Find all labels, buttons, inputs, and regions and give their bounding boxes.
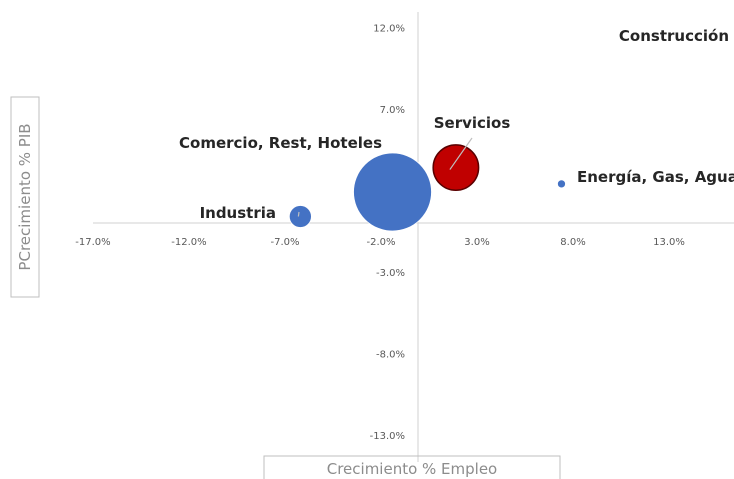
bubble-industria	[289, 205, 311, 227]
x-tick-labels: -17.0% -12.0% -7.0% -2.0% 3.0% 8.0% 13.0%	[75, 237, 685, 248]
point-label: Energía, Gas, Agua	[577, 168, 734, 186]
x-tick-label: 8.0%	[560, 237, 585, 248]
point-labels-group: Industria Comercio, Rest, Hoteles Servicio…	[179, 27, 734, 222]
x-tick-label: -12.0%	[171, 237, 206, 248]
x-tick-label: -17.0%	[75, 237, 110, 248]
bubble-energía-gas-agua	[557, 180, 565, 188]
x-axis-title: Crecimiento % Empleo	[327, 460, 498, 478]
point-label: Industria	[200, 204, 276, 222]
x-tick-label: -2.0%	[366, 237, 395, 248]
bubbles-group	[289, 14, 734, 231]
y-tick-label: -3.0%	[376, 268, 405, 279]
y-tick-label: -8.0%	[376, 349, 405, 360]
x-tick-label: -7.0%	[270, 237, 299, 248]
y-tick-label: 12.0%	[373, 23, 405, 34]
x-tick-label: 13.0%	[653, 237, 685, 248]
bubble-comercio-rest-hoteles	[354, 153, 432, 231]
x-tick-label: 3.0%	[464, 237, 489, 248]
y-tick-label: 7.0%	[380, 105, 405, 116]
y-tick-label: -13.0%	[370, 431, 405, 442]
bubble-servicios	[433, 145, 478, 190]
point-label: Servicios	[434, 114, 511, 132]
point-label: Construcción	[619, 27, 729, 45]
y-axis-title: PCrecimiento % PIB	[16, 123, 34, 270]
point-label: Comercio, Rest, Hoteles	[179, 134, 382, 152]
leader-line	[298, 212, 299, 216]
y-tick-labels: 12.0%7.0%2.0%-3.0%-8.0%-13.0%	[370, 23, 405, 442]
